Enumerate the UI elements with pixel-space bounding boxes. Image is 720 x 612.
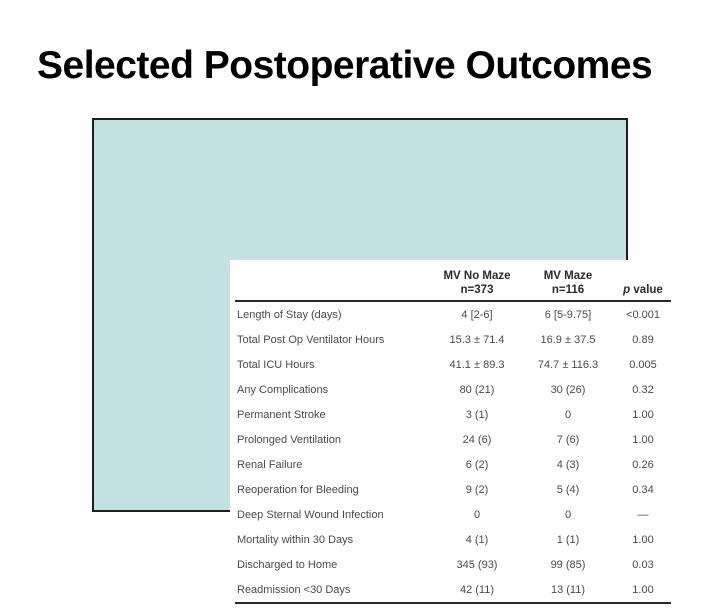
header-mv-maze: MV Maze n=116 bbox=[521, 269, 615, 297]
table-row: Reoperation for Bleeding 9 (2) 5 (4) 0.3… bbox=[235, 477, 671, 502]
row-maze-value: 30 (26) bbox=[550, 383, 586, 396]
row-maze-value: 5 (4) bbox=[556, 483, 580, 496]
row-no-maze-value: 4 [2-6] bbox=[461, 308, 493, 321]
row-label: Reoperation for Bleeding bbox=[237, 483, 359, 496]
row-label: Any Complications bbox=[237, 383, 329, 396]
header-mv-maze-n: n=116 bbox=[551, 284, 585, 296]
table-row: Discharged to Home 345 (93) 99 (85) 0.03 bbox=[235, 552, 671, 577]
row-label: Renal Failure bbox=[237, 458, 303, 471]
row-maze-value: 16.9 ± 37.5 bbox=[540, 333, 596, 346]
table-row: Prolonged Ventilation 24 (6) 7 (6) 1.00 bbox=[235, 427, 671, 452]
row-label: Readmission <30 Days bbox=[237, 583, 351, 596]
row-no-maze-value: 345 (93) bbox=[456, 558, 498, 571]
row-p-value: 1.00 bbox=[632, 433, 654, 446]
row-label: Deep Sternal Wound Infection bbox=[237, 508, 384, 521]
header-mv-no-maze-n: n=373 bbox=[460, 284, 494, 296]
row-maze-value: 4 (3) bbox=[556, 458, 580, 471]
row-no-maze-value: 3 (1) bbox=[465, 408, 489, 421]
row-maze-value: 13 (11) bbox=[550, 583, 586, 596]
row-p-value: 0.26 bbox=[632, 458, 654, 471]
table-row: Length of Stay (days) 4 [2-6] 6 [5-9.75]… bbox=[235, 302, 671, 327]
row-label: Total ICU Hours bbox=[237, 358, 315, 371]
row-label: Total Post Op Ventilator Hours bbox=[237, 333, 385, 346]
table-row: Total Post Op Ventilator Hours 15.3 ± 71… bbox=[235, 327, 671, 352]
table-header-row: MV No Maze n=373 MV Maze n=116 p value bbox=[235, 260, 671, 302]
header-p-value: p value bbox=[615, 283, 671, 297]
header-p-italic: p bbox=[623, 284, 631, 296]
table-background-panel: MV No Maze n=373 MV Maze n=116 p value L… bbox=[92, 118, 676, 612]
row-no-maze-value: 42 (11) bbox=[459, 583, 495, 596]
row-maze-value: 0 bbox=[564, 508, 572, 521]
row-label: Prolonged Ventilation bbox=[237, 433, 341, 446]
outcomes-table: MV No Maze n=373 MV Maze n=116 p value L… bbox=[230, 260, 676, 612]
row-p-value: 0.005 bbox=[629, 358, 657, 371]
header-mv-maze-title: MV Maze bbox=[543, 270, 593, 282]
row-no-maze-value: 6 (2) bbox=[465, 458, 489, 471]
header-p-rest: value bbox=[633, 284, 663, 296]
table-row: Deep Sternal Wound Infection 0 0 — bbox=[235, 502, 671, 527]
row-label: Permanent Stroke bbox=[237, 408, 326, 421]
row-p-value: <0.001 bbox=[626, 308, 660, 321]
row-no-maze-value: 15.3 ± 71.4 bbox=[449, 333, 505, 346]
row-p-value: 0.89 bbox=[632, 333, 654, 346]
row-p-value: — bbox=[637, 508, 649, 521]
row-maze-value: 7 (6) bbox=[556, 433, 580, 446]
row-p-value: 0.03 bbox=[632, 558, 654, 571]
row-no-maze-value: 9 (2) bbox=[465, 483, 489, 496]
row-p-value: 0.34 bbox=[632, 483, 654, 496]
row-label: Length of Stay (days) bbox=[237, 308, 342, 321]
row-no-maze-value: 80 (21) bbox=[459, 383, 495, 396]
row-p-value: 0.32 bbox=[632, 383, 654, 396]
table-row: Readmission <30 Days 42 (11) 13 (11) 1.0… bbox=[235, 577, 671, 602]
row-maze-value: 74.7 ± 116.3 bbox=[537, 358, 599, 371]
table-row: Renal Failure 6 (2) 4 (3) 0.26 bbox=[235, 452, 671, 477]
row-no-maze-value: 24 (6) bbox=[462, 433, 492, 446]
table-row: Any Complications 80 (21) 30 (26) 0.32 bbox=[235, 377, 671, 402]
row-p-value: 1.00 bbox=[632, 408, 654, 421]
row-p-value: 1.00 bbox=[632, 583, 654, 596]
header-mv-no-maze: MV No Maze n=373 bbox=[433, 269, 521, 297]
header-mv-no-maze-title: MV No Maze bbox=[443, 270, 511, 282]
slide-title: Selected Postoperative Outcomes bbox=[37, 44, 653, 87]
row-maze-value: 0 bbox=[564, 408, 572, 421]
table-bottom-rule bbox=[235, 602, 671, 604]
row-maze-value: 6 [5-9.75] bbox=[544, 308, 592, 321]
row-maze-value: 99 (85) bbox=[550, 558, 586, 571]
table-row: Total ICU Hours 41.1 ± 89.3 74.7 ± 116.3… bbox=[235, 352, 671, 377]
row-no-maze-value: 0 bbox=[473, 508, 481, 521]
row-label: Discharged to Home bbox=[237, 558, 338, 571]
table-row: Permanent Stroke 3 (1) 0 1.00 bbox=[235, 402, 671, 427]
row-no-maze-value: 41.1 ± 89.3 bbox=[449, 358, 505, 371]
